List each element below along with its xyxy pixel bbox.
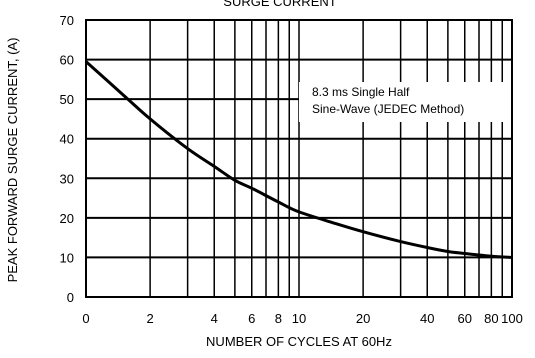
x-tick-label: 60 bbox=[458, 311, 472, 326]
x-tick-label: 4 bbox=[211, 311, 218, 326]
x-tick-label: 10 bbox=[292, 311, 306, 326]
x-tick-label: 80 bbox=[484, 311, 498, 326]
x-tick-label: 2 bbox=[147, 311, 154, 326]
y-tick-label: 30 bbox=[60, 171, 74, 186]
y-tick-label: 60 bbox=[60, 53, 74, 68]
y-tick-labels: 0 10 20 30 40 50 60 70 bbox=[60, 13, 74, 305]
x-tick-label: 0 bbox=[82, 311, 89, 326]
x-tick-labels: 0 2 4 6 8 10 20 40 60 80 100 bbox=[82, 311, 522, 326]
plot-frame bbox=[85, 19, 513, 298]
grid-lines bbox=[86, 20, 512, 297]
surge-current-curve bbox=[85, 60, 513, 259]
annotation-line-2: Sine-Wave (JEDEC Method) bbox=[312, 102, 464, 116]
annotation-box bbox=[299, 82, 511, 122]
x-tick-label: 100 bbox=[501, 311, 523, 326]
y-tick-label: 50 bbox=[60, 92, 74, 107]
x-axis-label: NUMBER OF CYCLES AT 60Hz bbox=[206, 334, 392, 349]
y-tick-label: 0 bbox=[67, 290, 74, 305]
y-tick-label: 10 bbox=[60, 250, 74, 265]
chart-title: SURGE CURRENT bbox=[223, 0, 336, 9]
y-tick-label: 40 bbox=[60, 132, 74, 147]
y-tick-label: 70 bbox=[60, 13, 74, 28]
y-axis-label: PEAK FORWARD SURGE CURRENT, (A) bbox=[5, 38, 20, 283]
x-tick-label: 40 bbox=[420, 311, 434, 326]
x-tick-label: 8 bbox=[275, 311, 282, 326]
annotation-line-1: 8.3 ms Single Half bbox=[312, 85, 410, 99]
x-tick-label: 6 bbox=[248, 311, 255, 326]
y-tick-label: 20 bbox=[60, 211, 74, 226]
x-tick-label: 20 bbox=[356, 311, 370, 326]
